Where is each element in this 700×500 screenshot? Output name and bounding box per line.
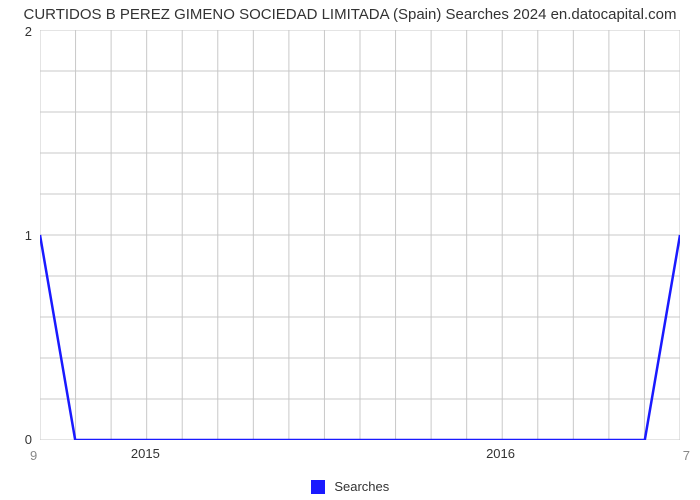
x-tick-2015: 2015 — [131, 446, 160, 461]
legend-label: Searches — [334, 479, 389, 494]
corner-bottom-left: 9 — [30, 448, 37, 463]
legend-swatch — [311, 480, 325, 494]
y-tick-1: 1 — [12, 228, 32, 243]
chart-container: CURTIDOS B PEREZ GIMENO SOCIEDAD LIMITAD… — [0, 0, 700, 500]
chart-svg — [40, 30, 680, 440]
x-tick-2016: 2016 — [486, 446, 515, 461]
chart-title: CURTIDOS B PEREZ GIMENO SOCIEDAD LIMITAD… — [0, 6, 700, 23]
corner-bottom-right: 7 — [683, 448, 690, 463]
y-tick-0: 0 — [12, 432, 32, 447]
plot-area — [40, 30, 680, 440]
legend: Searches — [0, 478, 700, 494]
y-tick-2: 2 — [12, 24, 32, 39]
